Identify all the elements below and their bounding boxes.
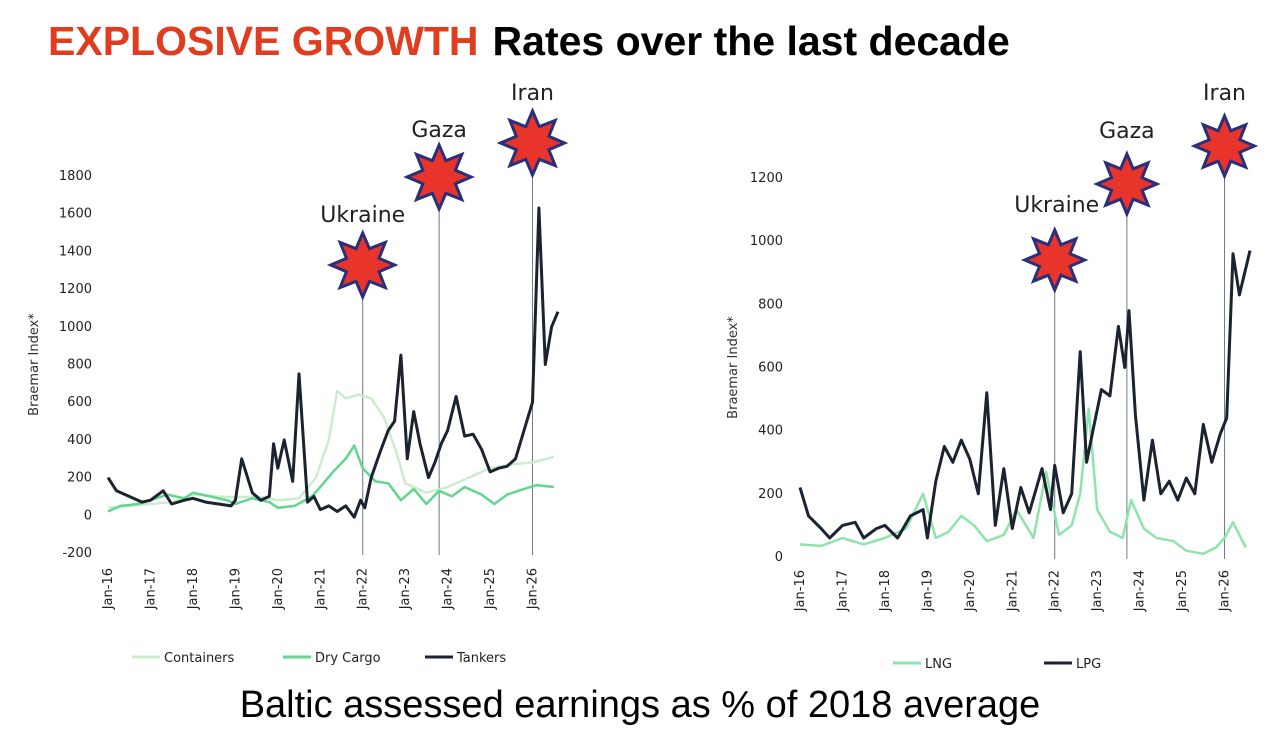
- event-label-ukraine: Ukraine: [1014, 193, 1099, 218]
- footer-caption: Baltic assessed earnings as % of 2018 av…: [239, 684, 1041, 726]
- y-tick-label: 1200: [750, 171, 783, 186]
- y-tick-label: 0: [775, 550, 783, 565]
- event-label-iran: Iran: [511, 81, 554, 106]
- event-star-icon: [1093, 150, 1161, 218]
- series-line-tankers: [106, 206, 560, 519]
- x-tick-label: Jan-17: [835, 570, 850, 612]
- event-star-icon: [326, 229, 399, 301]
- y-tick-label: 400: [758, 424, 783, 439]
- x-tick-label: Jan-19: [920, 570, 935, 612]
- x-tick-label: Jan-21: [313, 568, 328, 610]
- y-tick-label: 600: [758, 361, 783, 376]
- x-tick-label: Jan-16: [793, 570, 808, 612]
- x-tick-label: Jan-25: [483, 568, 498, 610]
- x-tick-label: Jan-19: [228, 568, 243, 610]
- y-tick-label: 200: [758, 487, 783, 502]
- y-tick-label: 1000: [750, 234, 783, 249]
- x-tick-label: Jan-25: [1175, 570, 1190, 612]
- y-axis-label: Braemar Index*: [27, 313, 42, 416]
- x-tick-label: Jan-21: [1005, 570, 1020, 612]
- event-label-gaza: Gaza: [411, 118, 467, 143]
- x-tick-label: Jan-26: [526, 568, 541, 610]
- x-tick-label: Jan-18: [878, 570, 893, 612]
- series-line-containers: [107, 389, 555, 510]
- y-axis-label: Braemar Index*: [726, 316, 741, 419]
- x-tick-label: Jan-23: [1090, 570, 1105, 612]
- legend-entry: LPG: [1076, 657, 1101, 672]
- series-line-lng: [799, 407, 1247, 556]
- headline-accent: EXPLOSIVE GROWTH: [48, 18, 479, 64]
- y-tick-label: 1400: [59, 244, 92, 259]
- y-tick-label: 1200: [59, 282, 92, 297]
- legend-entry: Containers: [164, 651, 235, 666]
- y-tick-label: 1600: [59, 207, 92, 222]
- y-tick-label: 200: [67, 471, 92, 486]
- x-tick-label: Jan-22: [356, 568, 371, 610]
- x-tick-label: Jan-20: [963, 570, 978, 612]
- y-tick-label: 800: [758, 297, 783, 312]
- legend-entry: Dry Cargo: [315, 651, 381, 666]
- x-tick-label: Jan-20: [271, 568, 286, 610]
- y-tick-label: 400: [67, 433, 92, 448]
- x-tick-label: Jan-23: [398, 568, 413, 610]
- y-tick-label: 600: [67, 395, 92, 410]
- y-tick-label: -200: [62, 546, 92, 561]
- x-tick-label: Jan-22: [1048, 570, 1063, 612]
- x-tick-label: Jan-17: [143, 568, 158, 610]
- y-tick-label: 1800: [59, 169, 92, 184]
- series-line-lpg: [798, 250, 1252, 540]
- x-tick-label: Jan-24: [1133, 570, 1148, 612]
- legend-entry: LNG: [925, 657, 952, 672]
- x-tick-label: Jan-16: [101, 568, 116, 610]
- headline-rest: Rates over the last decade: [492, 18, 1010, 64]
- event-star-icon: [1020, 226, 1089, 294]
- y-tick-label: 0: [84, 508, 92, 523]
- x-tick-label: Jan-18: [186, 568, 201, 610]
- event-star-icon: [403, 141, 475, 213]
- x-tick-label: Jan-24: [441, 568, 456, 610]
- y-tick-label: 1000: [59, 320, 92, 335]
- x-tick-label: Jan-26: [1218, 570, 1233, 612]
- event-label-iran: Iran: [1203, 81, 1246, 106]
- event-label-gaza: Gaza: [1099, 119, 1155, 144]
- event-star-icon: [496, 107, 569, 179]
- event-label-ukraine: Ukraine: [320, 203, 405, 228]
- event-star-icon: [1190, 112, 1259, 180]
- y-tick-label: 800: [67, 358, 92, 373]
- series-line-dry-cargo: [107, 444, 554, 513]
- headline: EXPLOSIVE GROWTH Rates over the last deca…: [48, 18, 1010, 65]
- legend-entry: Tankers: [456, 651, 506, 666]
